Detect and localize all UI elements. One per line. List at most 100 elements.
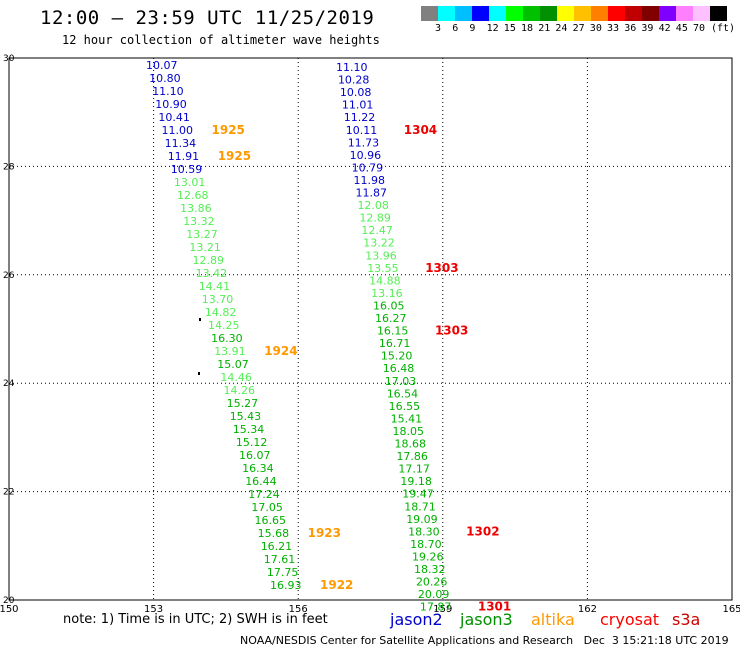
satellite-name: altika bbox=[531, 610, 575, 629]
wave-height-label: 18.71 bbox=[404, 500, 436, 513]
y-tick-label: 22 bbox=[3, 488, 14, 498]
wave-height-label: 17.24 bbox=[248, 488, 279, 501]
wave-height-label: 13.86 bbox=[180, 202, 212, 215]
wave-height-label: 12.47 bbox=[361, 224, 393, 237]
wave-height-label: 15.43 bbox=[230, 410, 262, 423]
wave-height-label: 11.10 bbox=[152, 85, 184, 98]
wave-height-label: 13.96 bbox=[365, 249, 397, 262]
wave-height-label: 16.44 bbox=[245, 475, 277, 488]
wave-height-label: 17.61 bbox=[264, 553, 296, 566]
satellite-name: jason2 bbox=[389, 610, 443, 629]
wave-height-label: 11.98 bbox=[354, 174, 386, 187]
wave-height-label: 16.30 bbox=[211, 332, 243, 345]
wave-height-label: 13.16 bbox=[371, 287, 403, 300]
wave-height-label: 16.34 bbox=[242, 462, 274, 475]
wave-height-label: 11.01 bbox=[342, 99, 374, 112]
wave-height-label: 14.25 bbox=[208, 319, 240, 332]
legend-swatch bbox=[693, 6, 710, 21]
legend-label: 45 bbox=[675, 23, 688, 34]
wave-height-label: 17.87 bbox=[420, 601, 452, 614]
pass-time-label: 1302 bbox=[466, 524, 499, 538]
wave-height-label: 15.34 bbox=[233, 423, 264, 436]
wave-height-label: 15.41 bbox=[391, 412, 423, 425]
wave-height-label: 10.11 bbox=[346, 124, 378, 137]
wave-height-label: 19.47 bbox=[402, 488, 434, 501]
wave-height-label: 18.05 bbox=[393, 425, 425, 438]
legend-swatch bbox=[557, 6, 574, 21]
wave-height-label: 15.27 bbox=[227, 397, 259, 410]
x-tick-label: 162 bbox=[578, 604, 597, 615]
x-tick-label: 150 bbox=[0, 604, 19, 615]
wave-height-label: 15.12 bbox=[236, 436, 268, 449]
y-tick-label: 20 bbox=[3, 596, 15, 606]
legend-label: 18 bbox=[521, 23, 534, 34]
wave-height-label: 16.05 bbox=[373, 299, 405, 312]
y-tick-label: 28 bbox=[3, 162, 15, 172]
y-tick-label: 24 bbox=[3, 379, 15, 389]
wave-height-label: 16.93 bbox=[270, 579, 302, 592]
legend-label: 39 bbox=[641, 23, 654, 34]
legend-unit: (ft) bbox=[711, 23, 736, 34]
wave-height-label: 12.68 bbox=[177, 189, 209, 202]
wave-height-label: 17.03 bbox=[385, 375, 417, 388]
wave-height-label: 19.26 bbox=[412, 550, 444, 563]
map-subtitle: 12 hour collection of altimeter wave hei… bbox=[62, 33, 380, 47]
wave-height-label: 13.01 bbox=[174, 176, 206, 189]
wave-height-label: 13.27 bbox=[186, 228, 218, 241]
pass-time-label: 1303 bbox=[435, 324, 468, 338]
wave-height-label: 10.79 bbox=[352, 161, 384, 174]
legend-label: 42 bbox=[658, 23, 671, 34]
legend-swatch bbox=[472, 6, 489, 21]
wave-height-label: 11.73 bbox=[348, 136, 380, 149]
wave-height-label: 14.26 bbox=[224, 384, 256, 397]
legend-label: 27 bbox=[572, 23, 585, 34]
wave-height-label: 10.08 bbox=[340, 86, 372, 99]
legend-swatch bbox=[642, 6, 659, 21]
legend-swatch bbox=[659, 6, 676, 21]
pass-time-label: 1923 bbox=[308, 526, 341, 540]
wave-height-label: 16.71 bbox=[379, 337, 411, 350]
wave-height-label: 12.89 bbox=[359, 212, 391, 225]
wave-height-label: 15.20 bbox=[381, 350, 413, 363]
legend-swatch bbox=[625, 6, 642, 21]
wave-height-label: 13.91 bbox=[214, 345, 246, 358]
data-dot bbox=[199, 318, 201, 321]
wave-height-label: 18.70 bbox=[410, 538, 442, 551]
wave-height-label: 13.32 bbox=[183, 215, 215, 228]
wave-height-label: 10.80 bbox=[149, 72, 181, 85]
wave-height-label: 15.68 bbox=[258, 527, 290, 540]
wave-height-label: 11.91 bbox=[168, 150, 200, 163]
wave-height-label: 10.07 bbox=[146, 59, 178, 72]
wave-height-label: 17.17 bbox=[398, 463, 430, 476]
wave-height-label: 16.54 bbox=[387, 387, 419, 400]
color-legend-labels: 3 6 9 12 15 18 21 24 27 30 33 36 39 42 45 70 (ft) bbox=[421, 23, 740, 37]
wave-height-label: 18.32 bbox=[414, 563, 446, 576]
legend-swatch bbox=[710, 6, 727, 21]
legend-label: 6 bbox=[452, 23, 459, 34]
wave-height-label: 18.68 bbox=[395, 438, 427, 451]
x-tick-label: 153 bbox=[144, 604, 163, 615]
legend-swatch bbox=[591, 6, 608, 21]
wave-height-label: 10.28 bbox=[338, 74, 370, 87]
legend-swatch bbox=[455, 6, 472, 21]
wave-height-label: 14.88 bbox=[369, 274, 401, 287]
wave-height-label: 16.15 bbox=[377, 325, 409, 338]
legend-swatch bbox=[438, 6, 455, 21]
legend-swatch bbox=[489, 6, 506, 21]
wave-height-label: 16.07 bbox=[239, 449, 271, 462]
legend-label: 9 bbox=[469, 23, 476, 34]
legend-swatch bbox=[574, 6, 591, 21]
wave-height-label: 17.86 bbox=[396, 450, 428, 463]
legend-swatch bbox=[608, 6, 625, 21]
wave-height-label: 14.46 bbox=[220, 371, 252, 384]
wave-height-label: 17.75 bbox=[267, 566, 299, 579]
legend-label: 30 bbox=[589, 23, 602, 34]
wave-height-label: 13.42 bbox=[196, 267, 228, 280]
wave-height-label: 11.22 bbox=[344, 111, 376, 124]
credit-line: NOAA/NESDIS Center for Satellite Applica… bbox=[240, 634, 729, 647]
legend-label: 36 bbox=[624, 23, 637, 34]
wave-height-label: 10.59 bbox=[171, 163, 203, 176]
legend-label: 21 bbox=[538, 23, 551, 34]
wave-height-label: 11.00 bbox=[162, 124, 194, 137]
wave-height-label: 13.55 bbox=[367, 262, 399, 275]
